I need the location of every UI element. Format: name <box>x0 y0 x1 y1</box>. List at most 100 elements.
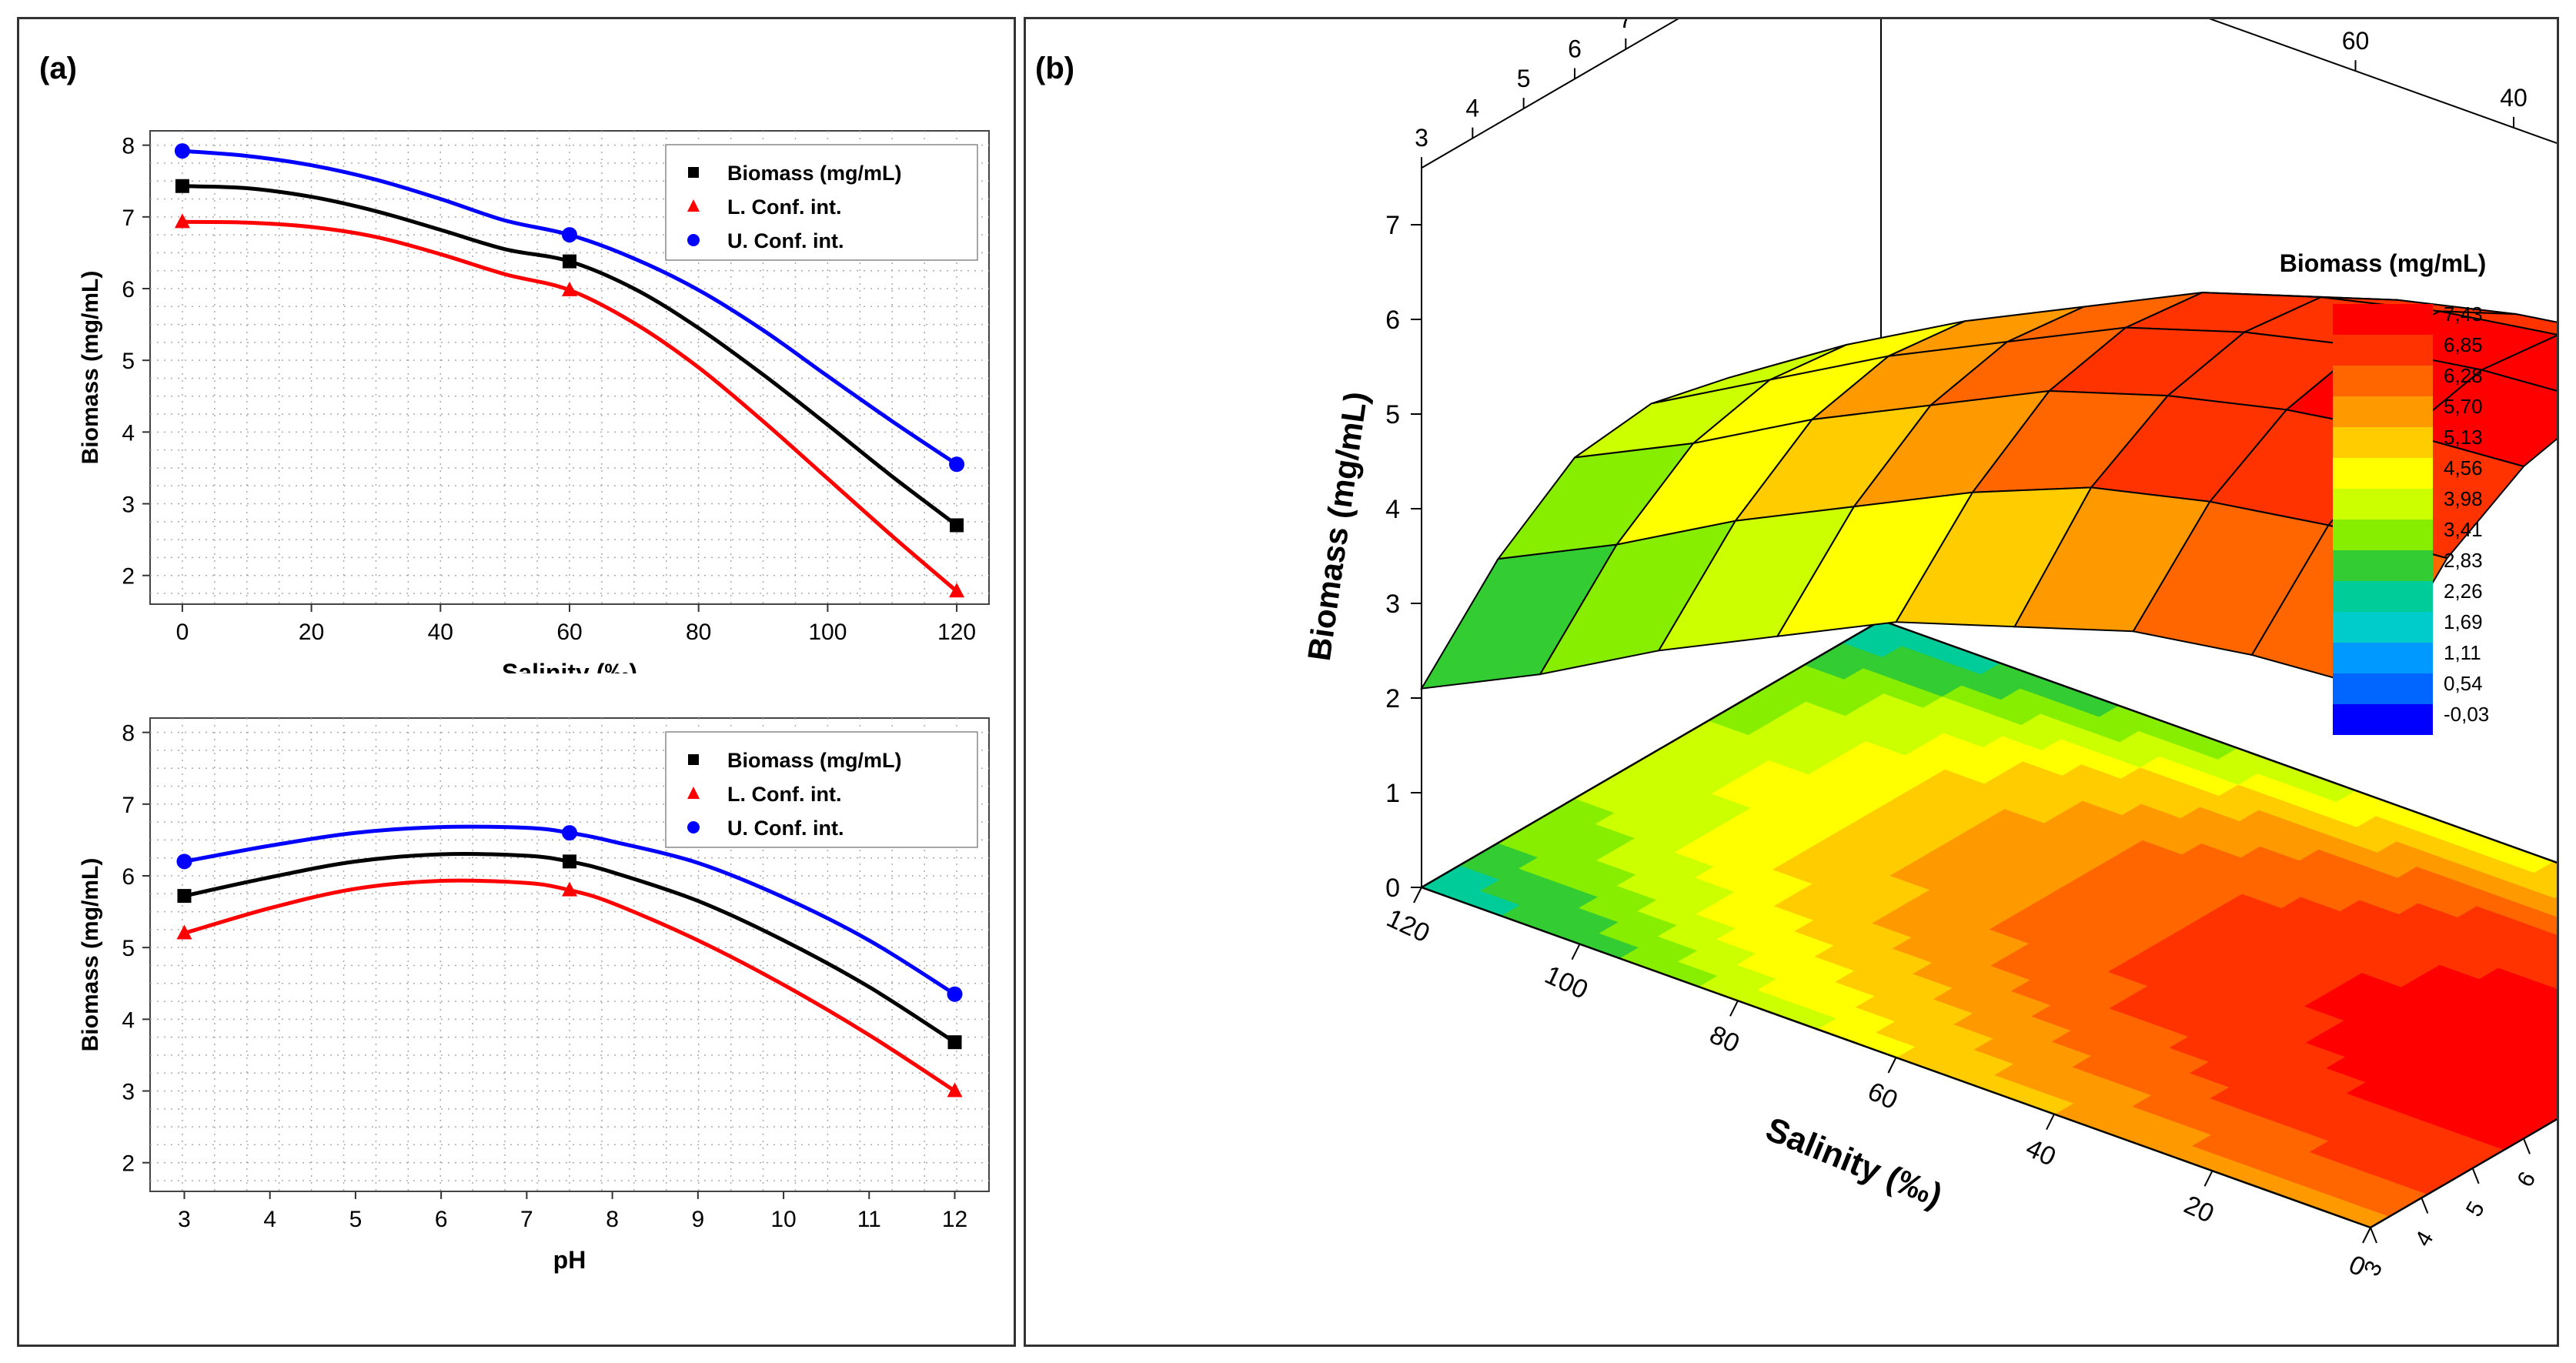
salinity-axis-label: Salinity (‰) <box>1761 1111 1948 1215</box>
salinity-tick <box>1729 1000 1739 1017</box>
colorbar-label-13: -0,03 <box>2444 703 2489 726</box>
salinity-tick-label: 20 <box>2180 1190 2218 1228</box>
colorbar-label-9: 2,26 <box>2444 580 2483 603</box>
ph-ytick-label: 8 <box>122 721 135 747</box>
ph-legend-box <box>665 731 978 848</box>
salinity-tick <box>2362 1227 2371 1244</box>
salinity-marker-0 <box>175 179 189 193</box>
salinity-ytick-label: 5 <box>122 349 135 374</box>
ph-xtick-label: 4 <box>263 1207 276 1232</box>
salinity-xtick-label: 120 <box>937 620 976 645</box>
ph-marker-2 <box>176 854 192 870</box>
salinity-tick <box>1887 1057 1897 1074</box>
ph-marker-2 <box>562 825 577 841</box>
ph-x-axis-label: pH <box>553 1246 586 1274</box>
salinity-legend-marker-2 <box>687 234 700 246</box>
ph-marker-1 <box>562 881 577 897</box>
ph-marker-1 <box>947 1082 963 1097</box>
ph-tick <box>2523 1138 2531 1154</box>
colorbar-swatch-10 <box>2333 612 2433 643</box>
salinity-tick-label: 60 <box>1863 1077 1902 1115</box>
top-salinity-tick-label: 40 <box>2500 84 2528 112</box>
ph-legend-marker-0 <box>688 754 699 765</box>
top-axes: 3456789101112120100806040200 <box>1415 19 2528 169</box>
salinity-y-axis-label: Biomass (mg/mL) <box>78 271 103 465</box>
ph-tick <box>2421 1198 2429 1214</box>
salinity-legend-label-2: U. Conf. int. <box>727 229 844 252</box>
ph-line-chart: 2 3 4 5 6 7 8 3 4 5 6 7 8 9 10 11 12 pH Biomass (mg/mL) Bio… <box>78 717 990 1274</box>
contour-cell <box>2541 1081 2557 1097</box>
z-tick-label: 6 <box>1385 306 1400 335</box>
colorbar-swatch-0 <box>2333 304 2433 335</box>
salinity-ytick-label: 4 <box>122 420 135 446</box>
ph-xtick-label: 8 <box>606 1207 619 1232</box>
ph-tick <box>2370 1227 2377 1244</box>
colorbar-label-8: 2,83 <box>2444 549 2483 572</box>
z-tick-label: 5 <box>1385 400 1400 429</box>
ph-xtick-label: 3 <box>178 1207 191 1232</box>
salinity-xtick-label: 80 <box>686 620 711 645</box>
colorbar-label-10: 1,69 <box>2444 610 2483 633</box>
colorbar-swatch-4 <box>2333 427 2433 458</box>
salinity-marker-2 <box>174 143 190 159</box>
ph-tick-label: 3 <box>2359 1257 2387 1281</box>
z-tick-label: 4 <box>1385 495 1400 524</box>
salinity-tick-label: 80 <box>1705 1020 1743 1058</box>
salinity-legend-marker-0 <box>688 167 699 178</box>
ph-marker-0 <box>177 889 192 904</box>
ph-legend-label-2: U. Conf. int. <box>727 817 844 840</box>
top-ph-tick-label: 6 <box>1568 35 1582 63</box>
ph-xtick-label: 7 <box>520 1207 533 1232</box>
ph-y-axis-label: Biomass (mg/mL) <box>78 858 103 1052</box>
top-ph-tick-label: 7 <box>1619 19 1632 33</box>
colorbar-swatch-7 <box>2333 519 2433 550</box>
ph-ytick-label: 2 <box>122 1151 135 1177</box>
salinity-x-axis-label: Salinity (‰) <box>502 659 637 673</box>
colorbar-label-2: 6,28 <box>2444 364 2483 387</box>
colorbar-label-4: 5,13 <box>2444 426 2483 449</box>
salinity-ytick-label: 8 <box>122 134 135 159</box>
ph-marker-2 <box>947 986 963 1002</box>
salinity-tick-label: 120 <box>1382 904 1434 948</box>
ph-xtick-label: 12 <box>942 1207 967 1232</box>
colorbar-label-5: 4,56 <box>2444 456 2483 479</box>
contour-cell <box>2539 1044 2557 1061</box>
colorbar-swatch-9 <box>2333 581 2433 612</box>
ph-xtick-label: 10 <box>770 1207 796 1232</box>
colorbar-label-3: 5,70 <box>2444 395 2483 418</box>
biomass-surface-3d: 0123456701234567Biomass (mg/mL)120100806… <box>1301 19 2557 1282</box>
ph-xtick-label: 6 <box>435 1207 448 1232</box>
salinity-legend-box <box>665 144 978 261</box>
colorbar-swatch-3 <box>2333 396 2433 427</box>
colorbar: Biomass (mg/mL) 7,43 6,85 6,28 5,70 5,13 4,56 3… <box>2280 249 2489 735</box>
contour-cell <box>2537 970 2557 989</box>
colorbar-label-1: 6,85 <box>2444 333 2483 356</box>
ph-legend-label-1: L. Conf. int. <box>727 783 841 806</box>
salinity-marker-1 <box>174 213 190 229</box>
z-axis-label: Biomass (mg/mL) <box>1301 389 1375 663</box>
z-tick-label: 2 <box>1385 684 1400 713</box>
contour-floor <box>1419 619 2557 1229</box>
z-tick-label: 0 <box>1385 874 1400 903</box>
ph-xtick-label: 9 <box>691 1207 704 1232</box>
colorbar-label-12: 0,54 <box>2444 672 2483 695</box>
panel-b: (b) 0123456701234567Biomass (mg/mL)12010… <box>1024 17 2559 1347</box>
salinity-tick <box>1413 887 1422 904</box>
top-ph-tick-label: 5 <box>1517 65 1531 92</box>
panel-a: (a) 2 3 4 5 6 7 8 0 20 40 60 80 100 120 Salinity (‰) Bi… <box>17 17 1016 1347</box>
ph-ytick-label: 5 <box>122 936 135 961</box>
colorbar-swatch-11 <box>2333 643 2433 673</box>
ph-xtick-label: 11 <box>857 1207 881 1232</box>
ph-tick-label: 5 <box>2461 1198 2490 1221</box>
colorbar-swatch-8 <box>2333 550 2433 581</box>
ph-ytick-label: 7 <box>122 793 135 818</box>
top-salinity-tick-label: 60 <box>2342 27 2370 55</box>
ph-marker-0 <box>947 1035 962 1050</box>
salinity-legend-label-1: L. Conf. int. <box>727 195 841 219</box>
salinity-ytick-label: 6 <box>122 277 135 302</box>
z-tick-label: 1 <box>1385 779 1400 808</box>
salinity-xtick-label: 100 <box>808 620 847 645</box>
z-tick-label: 7 <box>1385 211 1400 240</box>
ph-tick-label: 6 <box>2512 1168 2541 1191</box>
panel-a-label: (a) <box>39 52 77 85</box>
